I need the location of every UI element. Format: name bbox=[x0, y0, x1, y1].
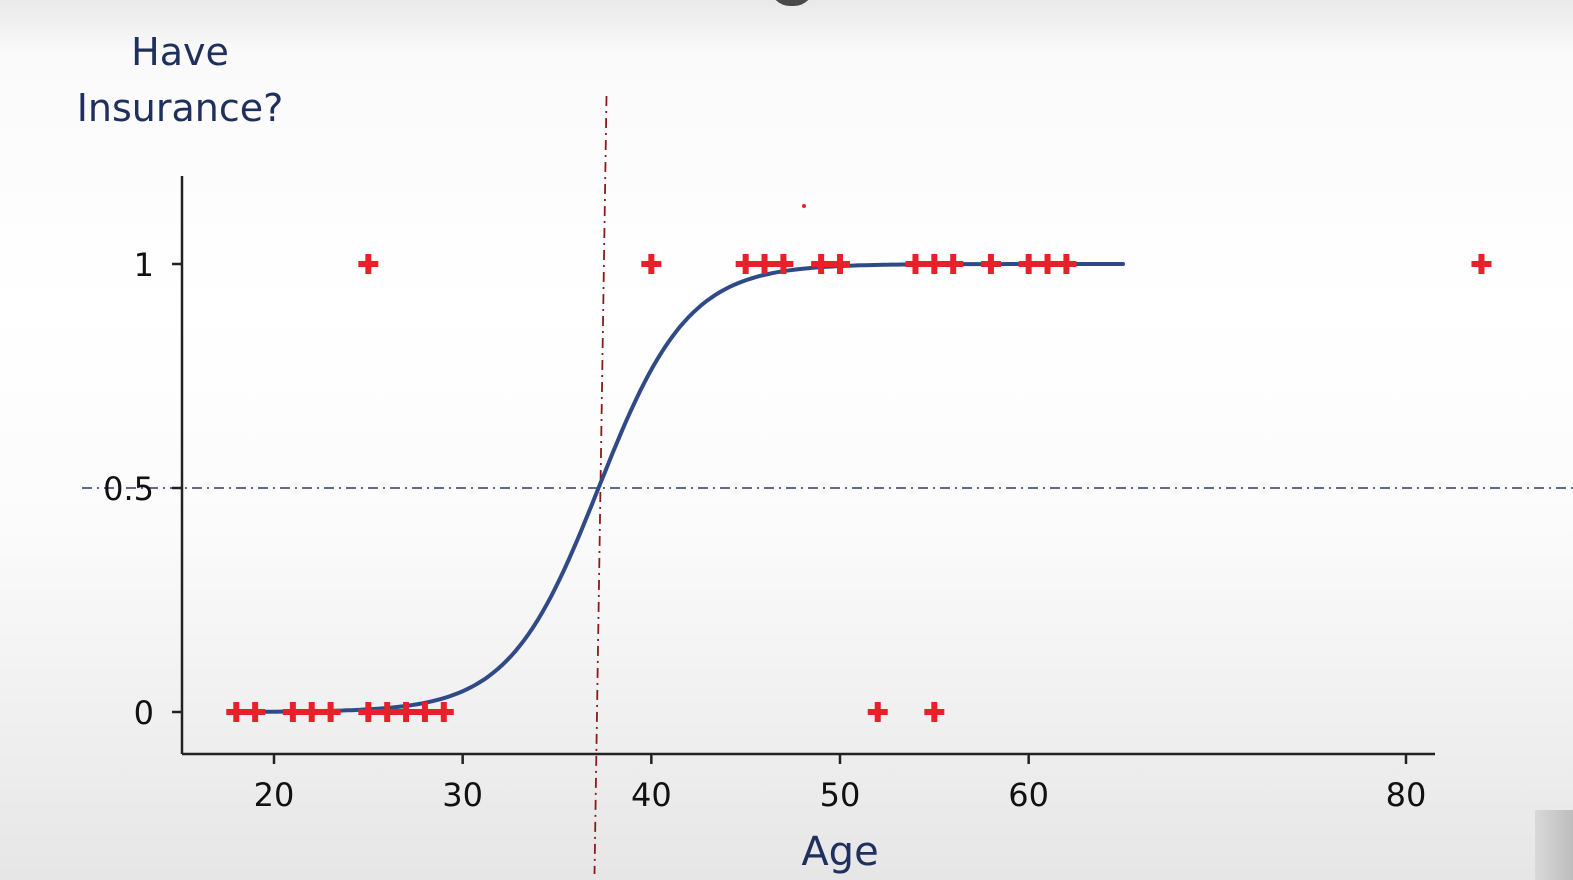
data-point bbox=[811, 254, 832, 274]
data-point bbox=[867, 702, 888, 722]
data-point bbox=[943, 254, 964, 274]
data-point bbox=[735, 254, 756, 274]
x-tick-label: 30 bbox=[442, 776, 483, 814]
data-point bbox=[358, 254, 379, 274]
data-point bbox=[1471, 254, 1492, 274]
data-point bbox=[377, 702, 398, 722]
data-point bbox=[396, 702, 417, 722]
y-tick-label: 0.5 bbox=[103, 470, 154, 508]
x-tick-label: 20 bbox=[254, 776, 295, 814]
data-point bbox=[773, 254, 794, 274]
x-tick-label: 50 bbox=[820, 776, 861, 814]
data-point bbox=[1037, 254, 1058, 274]
data-point bbox=[754, 254, 775, 274]
data-point bbox=[1018, 254, 1039, 274]
y-tick-label: 0 bbox=[134, 694, 154, 732]
data-point bbox=[245, 702, 266, 722]
data-point bbox=[433, 702, 454, 722]
y-axis-label: Have Insurance? bbox=[76, 30, 284, 130]
data-point bbox=[905, 254, 926, 274]
logistic-curve bbox=[234, 262, 1125, 714]
data-point bbox=[414, 702, 435, 722]
data-point bbox=[641, 254, 662, 274]
data-point bbox=[358, 702, 379, 722]
data-point bbox=[320, 702, 341, 722]
data-point bbox=[1056, 254, 1077, 274]
data-point bbox=[282, 702, 303, 722]
y-tick-label: 1 bbox=[134, 246, 154, 284]
x-axis-label: Age bbox=[801, 829, 879, 875]
data-point bbox=[301, 702, 322, 722]
data-point bbox=[924, 254, 945, 274]
top-edge-shape bbox=[770, 0, 814, 6]
data-point bbox=[924, 702, 945, 722]
corner-shape bbox=[1535, 810, 1573, 880]
x-tick-label: 80 bbox=[1386, 776, 1427, 814]
stray-dot bbox=[802, 204, 806, 208]
x-tick-label: 40 bbox=[631, 776, 672, 814]
x-tick-label: 60 bbox=[1008, 776, 1049, 814]
data-point bbox=[226, 702, 247, 722]
data-point bbox=[980, 254, 1001, 274]
data-point bbox=[830, 254, 850, 274]
